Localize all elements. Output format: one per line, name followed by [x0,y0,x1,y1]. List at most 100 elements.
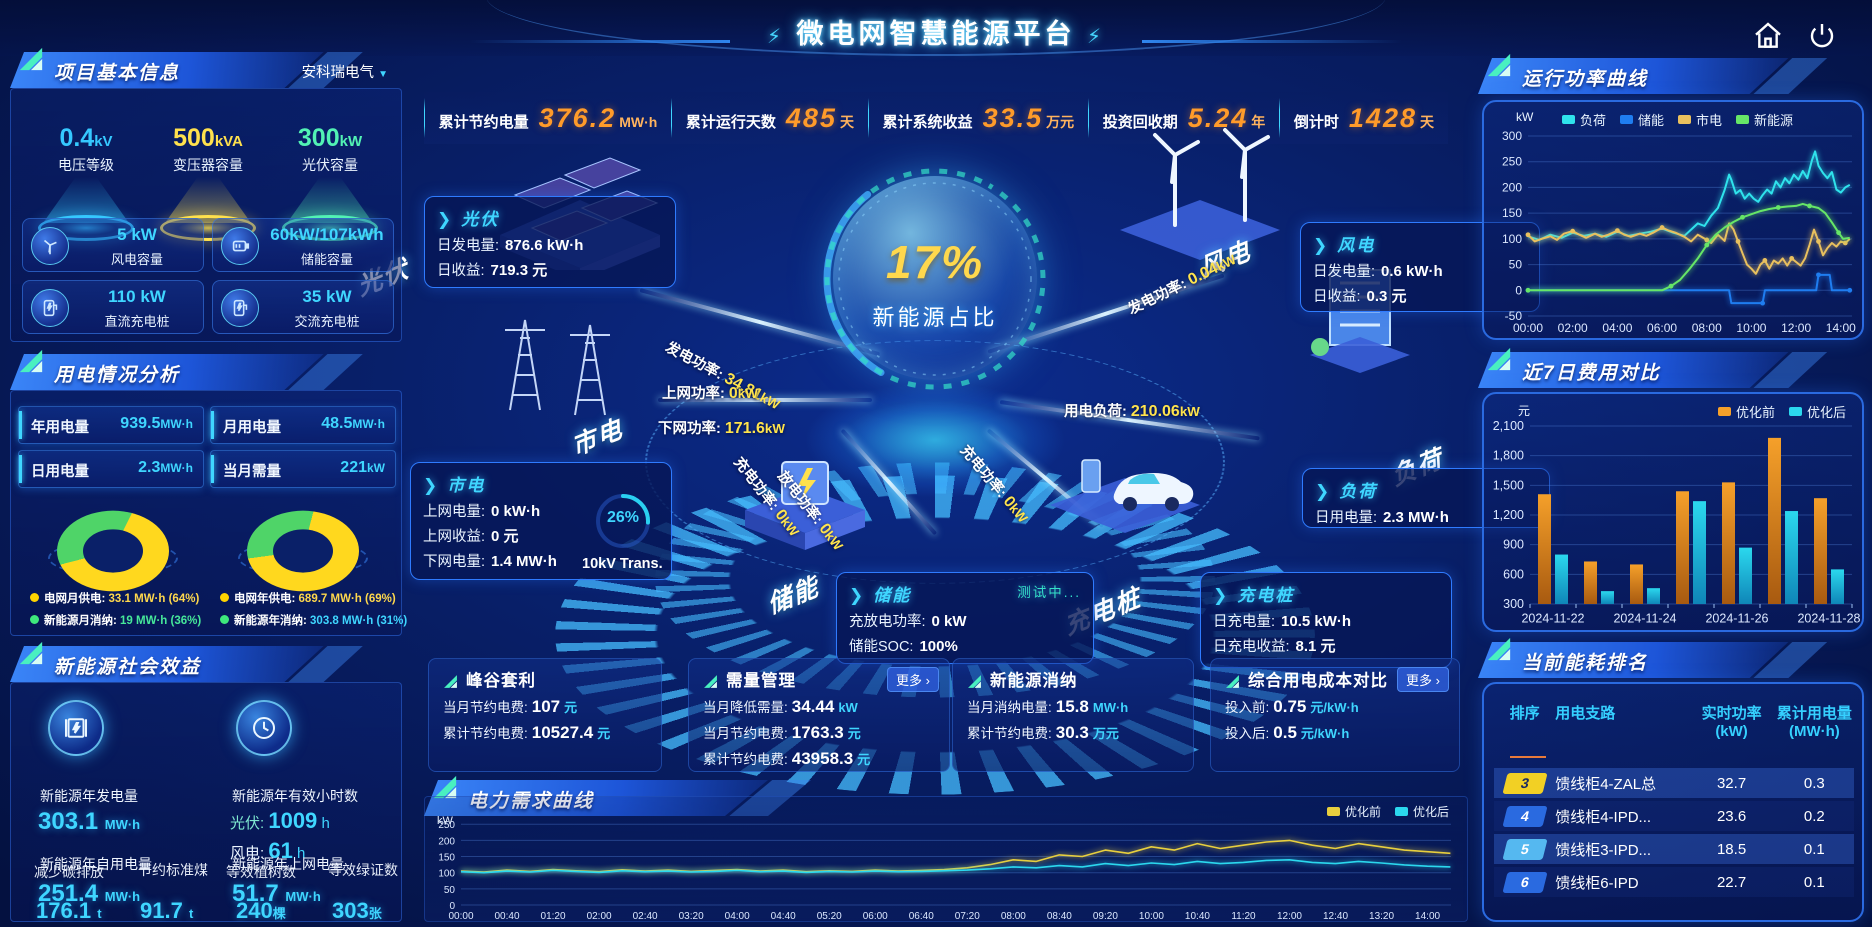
panel-corner-icon [19,641,43,665]
usage-stat-pill: 月用电量 48.5MW·h [210,406,396,444]
legend-item[interactable]: 负荷 [1562,110,1606,129]
battery-icon [221,227,259,265]
info-box-title: ❯ 光伏 [437,210,500,229]
capacity-value: 5 kW [117,225,157,244]
ranking-table-row[interactable]: 5 馈线柜3-IPD... 18.5 0.1 [1494,834,1854,864]
legend-item[interactable]: 新能源 [1736,110,1793,129]
self-use-value: 251.4 MW·h [38,880,141,907]
stats-divider [1088,98,1089,138]
usage-stat-label: 月用电量 [223,420,281,436]
legend-item[interactable]: 市电 [1678,110,1722,129]
chevron-right-icon: ❯ [849,586,866,605]
legend-item[interactable]: 优化前 [1717,402,1775,421]
power-icon[interactable] [1806,20,1838,52]
summary-title: 峰谷套利 [443,667,647,691]
company-dropdown[interactable]: 安科瑞电气 ▼ [301,65,388,81]
svg-text:2024-11-26: 2024-11-26 [1705,612,1768,626]
panel-corner-icon [1487,347,1511,371]
cost-compare-header: 近7日费用对比 [1478,347,1866,388]
more-button[interactable]: 更多 › [887,667,939,692]
kpi-unit: 年 [1251,113,1266,130]
capacity-value: 60kW/107kWh [270,225,384,244]
yearly-energy-donut [247,510,359,592]
charger-info-box: ❯ 充电桩 日充电量: 10.5 kW·h 日充电收益: 8.1 元 [1200,572,1452,668]
rank-badge: 6 [1501,871,1548,893]
rank-badge-cell: 6 [1494,871,1555,893]
spotlight-label: 变压器容量 [173,157,243,173]
legend-dot [220,615,229,624]
legend-item[interactable]: 优化后 [1394,803,1449,820]
tree-value: 240棵 [236,898,286,922]
panel-corner-icon [433,775,457,799]
legend-text: 新能源 [1754,113,1794,128]
svg-text:1,800: 1,800 [1493,449,1524,463]
total-energy: 0.3 [1803,774,1825,792]
kpi-unit: 天 [839,113,854,130]
project-panel-title: 项目基本信息 [54,63,181,84]
usage-stat-value: 939.5MW·h [120,415,193,432]
cert-label: 等效绿证数 [328,862,398,878]
home-icon[interactable] [1752,20,1784,52]
legend-item[interactable]: 优化前 [1326,803,1381,820]
banner-arc-decoration [486,0,1386,56]
usage-stat-value: 48.5MW·h [321,415,385,432]
donut-legend-item: 电网年供电: 689.7 MW·h (69%) [220,590,396,606]
stats-divider [424,98,425,138]
svg-text:02:00: 02:00 [1558,321,1588,335]
legend-label: 电网年供电: [234,593,299,605]
svg-text:200: 200 [438,836,455,847]
ranking-table-row[interactable]: 4 馈线柜4-IPD... 23.6 0.2 [1494,801,1854,831]
svg-text:2024-11-28: 2024-11-28 [1797,612,1860,626]
svg-text:06:00: 06:00 [1647,321,1677,335]
spotlight-unit: kW [339,133,363,150]
summary-row: 当月节约电费: 107 元 [443,697,578,716]
usage-panel-title: 用电情况分析 [54,365,181,386]
kpi-value: 1428 [1348,102,1417,133]
summary-box: 需量管理 更多 › 当月降低需量: 34.44 kW 当月节约电费: 1763.3 元累计节约… [688,658,950,772]
banner-swoosh-left [470,40,730,43]
summary-title: 新能源消纳 [967,667,1179,691]
total-energy: 0.1 [1803,873,1825,891]
info-box-row: 储能SOC: 100% [849,638,958,655]
svg-text:10:00: 10:00 [1139,911,1164,921]
legend-dot [30,593,39,602]
info-box-row: 日收益: 0.3 元 [1313,288,1407,305]
kpi-unit: MW·h [619,113,658,130]
kpi-value: 485 [785,102,837,133]
svg-text:250: 250 [1502,155,1522,169]
usage-stat-pill: 年用电量 939.5MW·h [18,406,204,444]
svg-text:2,100: 2,100 [1493,419,1524,433]
legend-dot [220,593,229,602]
ranking-table-row[interactable]: 3 馈线柜4-ZAL总 32.7 0.3 [1494,768,1854,798]
renewable-share-label: 新能源占比 [872,305,998,330]
summary-row: 累计节约电费: 30.3 万元 [967,723,1119,742]
legend-item[interactable]: 储能 [1620,110,1664,129]
corner-glyph-icon [704,675,717,688]
lightning-icon: ⚡ [1087,26,1106,48]
ranking-title: 当前能耗排名 [1522,653,1649,674]
svg-text:08:00: 08:00 [1692,321,1722,335]
social-panel-header: 新能源社会效益 [10,641,402,682]
self-use-label: 新能源年自用电量 [40,856,152,872]
legend-text: 市电 [1696,113,1723,128]
legend-item[interactable]: 优化后 [1788,402,1846,421]
svg-text:600: 600 [1503,567,1524,581]
kpi-label: 累计运行天数 [685,113,776,131]
branch-name: 馈线柜3-IPD... [1555,841,1652,859]
chevron-right-icon: ❯ [423,476,440,495]
svg-text:2024-11-24: 2024-11-24 [1613,612,1676,626]
rank-badge: 4 [1501,805,1548,827]
page-title: ⚡ 微电网智慧能源平台 ⚡ [766,19,1106,49]
flow-load: 用电负荷: 210.06kW [1064,403,1200,420]
capacity-label: 直流充电桩 [104,314,170,329]
donut-legend-item: 新能源月消纳: 19 MW·h (36%) [30,612,201,628]
more-button[interactable]: 更多 › [1397,667,1449,692]
svg-text:14:00: 14:00 [1826,321,1856,335]
pv-info-box: ❯ 光伏 日发电量: 876.6 kW·h 日收益: 719.3 元 [424,196,676,288]
ranking-table-row[interactable]: 6 馈线柜6-IPD 22.7 0.1 [1494,867,1854,897]
summary-box: 综合用电成本对比 更多 › 投入前: 0.75 元/kW·h 投入后: 0.5 元/kW·h [1210,658,1460,772]
summary-box: 峰谷套利 当月节约电费: 107 元累计节约电费: 10527.4 元 [428,658,662,772]
transformer-load-ring: 26% [594,492,652,550]
demand-title: 电力需求曲线 [468,786,594,813]
chevron-right-icon: ❯ [1313,236,1330,255]
